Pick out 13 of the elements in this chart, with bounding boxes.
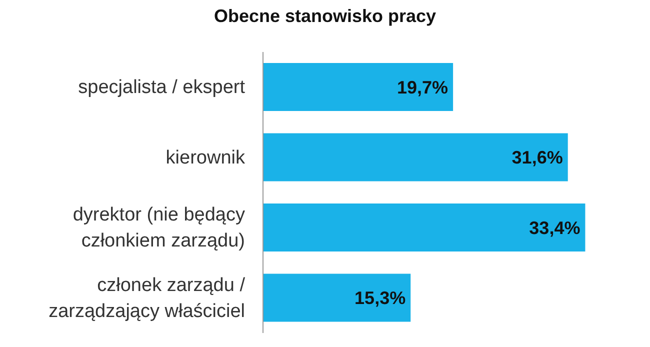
data-label: 33,4% bbox=[529, 218, 580, 238]
bar bbox=[263, 133, 568, 182]
y-tick-label: kierownik bbox=[166, 146, 246, 168]
bar bbox=[263, 63, 454, 111]
data-label: 19,7% bbox=[397, 77, 448, 98]
y-tick-label: członek zarządu / zarządzający właściciel bbox=[48, 274, 246, 322]
chart-title: Obecne stanowisko pracy bbox=[212, 6, 438, 27]
y-tick-label: dyrektor (nie będący członkiem zarządu) bbox=[72, 204, 246, 252]
data-label: 31,6% bbox=[512, 148, 563, 168]
bar bbox=[263, 274, 411, 322]
data-label: 15,3% bbox=[354, 288, 406, 308]
bar bbox=[263, 204, 586, 252]
y-tick-label: specjalista / ekspert bbox=[78, 76, 246, 98]
